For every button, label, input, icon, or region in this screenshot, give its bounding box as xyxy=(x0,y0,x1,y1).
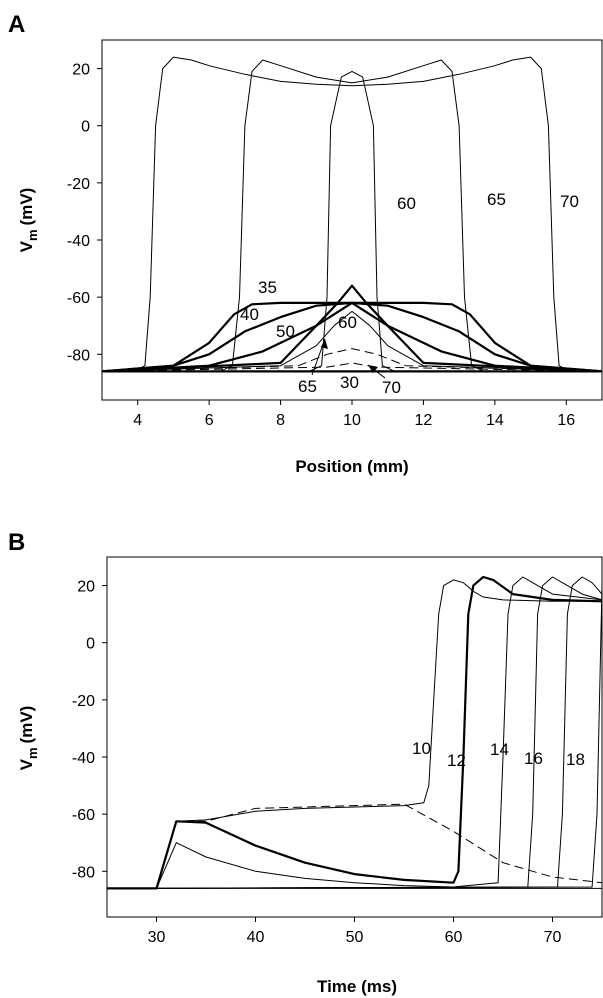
annotation-a-35: 35 xyxy=(258,278,277,297)
series-line-b-4 xyxy=(107,576,603,889)
annotation-a-70-low: 70 xyxy=(382,378,401,397)
y-axis-title-a-main: V xyxy=(17,240,36,252)
annotation-a-40: 40 xyxy=(240,305,259,324)
svg-text:Vm(mV): Vm (mV) xyxy=(17,706,40,771)
plot-frame-b xyxy=(106,556,603,918)
y-tick-label-b--20: -20 xyxy=(72,693,95,710)
x-tick-label-a-10: 10 xyxy=(343,412,361,429)
y-tick-label-a-20: 20 xyxy=(72,62,90,79)
y-tick-label-b--80: -80 xyxy=(72,864,95,881)
series-line-a-4 xyxy=(101,284,603,373)
x-tick-label-b-50: 50 xyxy=(346,929,364,946)
y-axis-title-b-main: V xyxy=(17,758,36,770)
x-tick-label-a-8: 8 xyxy=(276,412,285,429)
series-line-a-2 xyxy=(101,348,603,372)
y-tick-label-a--20: -20 xyxy=(67,176,90,193)
y-axis-title-a-unit: (mV) xyxy=(17,188,36,226)
annotation-b-18: 18 xyxy=(566,750,585,769)
series-line-b-5 xyxy=(106,576,603,889)
series-line-a-1 xyxy=(101,362,603,372)
arrowhead-a-65 xyxy=(321,339,328,349)
y-tick-label-b-0: 0 xyxy=(86,636,95,653)
series-line-b-6 xyxy=(106,576,603,889)
annotation-a-65-top: 65 xyxy=(487,190,506,209)
series-line-a-7 xyxy=(101,301,603,373)
plot-frame-a xyxy=(101,39,603,401)
y-tick-label-b-20: 20 xyxy=(77,579,95,596)
series-line-b-7 xyxy=(106,585,603,889)
axes-a: 4 6 8 10 12 14 16 20 0 -20 -40 -60 -80 xyxy=(67,62,575,429)
annotation-b-12: 12 xyxy=(447,751,466,770)
annotation-a-65-low: 65 xyxy=(298,377,317,396)
annotations-a: 60 65 70 35 40 50 60 65 30 70 xyxy=(240,190,579,397)
x-axis-title-a: Position (mm) xyxy=(295,457,408,476)
series-line-b-3 xyxy=(107,575,603,890)
y-axis-title-a-sub: m xyxy=(25,229,40,241)
y-axis-title-b-unit: (mV) xyxy=(17,706,36,744)
x-axis-title-b: Time (ms) xyxy=(317,977,397,996)
y-axis-title-b: Vm (mV) xyxy=(17,706,40,771)
y-tick-label-a-0: 0 xyxy=(81,119,90,136)
series-group-a xyxy=(101,56,603,373)
x-tick-label-b-70: 70 xyxy=(544,929,562,946)
annotation-b-10: 10 xyxy=(412,739,431,758)
series-line-b-2 xyxy=(107,579,602,889)
y-axis-title-b-sub: m xyxy=(25,747,40,759)
annotations-b: 10 12 14 16 18 xyxy=(412,739,585,770)
series-line-a-10 xyxy=(102,56,602,372)
x-tick-label-a-14: 14 xyxy=(486,412,504,429)
y-tick-label-b--60: -60 xyxy=(72,807,95,824)
y-tick-label-a--40: -40 xyxy=(67,233,90,250)
series-group-b xyxy=(106,575,603,890)
series-line-a-3 xyxy=(101,310,603,372)
x-tick-label-b-30: 30 xyxy=(148,929,166,946)
y-tick-label-a--80: -80 xyxy=(67,347,90,364)
annotation-a-60-mid: 60 xyxy=(338,313,357,332)
axes-b: 30 40 50 60 70 20 0 -20 -40 -60 -80 xyxy=(72,579,562,946)
x-tick-label-a-12: 12 xyxy=(415,412,433,429)
chart-panel-a: 4 6 8 10 12 14 16 20 0 -20 -40 -60 -80 60 65 70 35 4… xyxy=(17,39,603,476)
annotation-a-30: 30 xyxy=(340,373,359,392)
svg-text:Vm(mV): Vm (mV) xyxy=(17,188,40,253)
chart-panel-b: 30 40 50 60 70 20 0 -20 -40 -60 -80 10 12 14 16 18… xyxy=(17,556,603,996)
annotation-a-50: 50 xyxy=(276,322,295,341)
panel-letter-b: B xyxy=(8,529,25,556)
y-tick-label-b--40: -40 xyxy=(72,750,95,767)
series-line-a-8 xyxy=(102,70,602,372)
annotation-a-60-top: 60 xyxy=(397,194,416,213)
x-tick-label-a-4: 4 xyxy=(133,412,142,429)
panel-letter-a: A xyxy=(8,11,25,38)
arrowhead-a-70 xyxy=(368,365,378,373)
annotation-b-16: 16 xyxy=(524,749,543,768)
series-line-b-1 xyxy=(107,803,603,889)
annotation-b-14: 14 xyxy=(490,740,509,759)
y-axis-title-a: Vm (mV) xyxy=(17,188,40,253)
series-line-a-9 xyxy=(102,59,602,372)
y-tick-label-a--60: -60 xyxy=(67,290,90,307)
x-tick-label-b-60: 60 xyxy=(445,929,463,946)
x-tick-label-a-6: 6 xyxy=(205,412,214,429)
x-tick-label-b-40: 40 xyxy=(247,929,265,946)
annotation-a-70-top: 70 xyxy=(560,192,579,211)
x-tick-label-a-16: 16 xyxy=(557,412,575,429)
